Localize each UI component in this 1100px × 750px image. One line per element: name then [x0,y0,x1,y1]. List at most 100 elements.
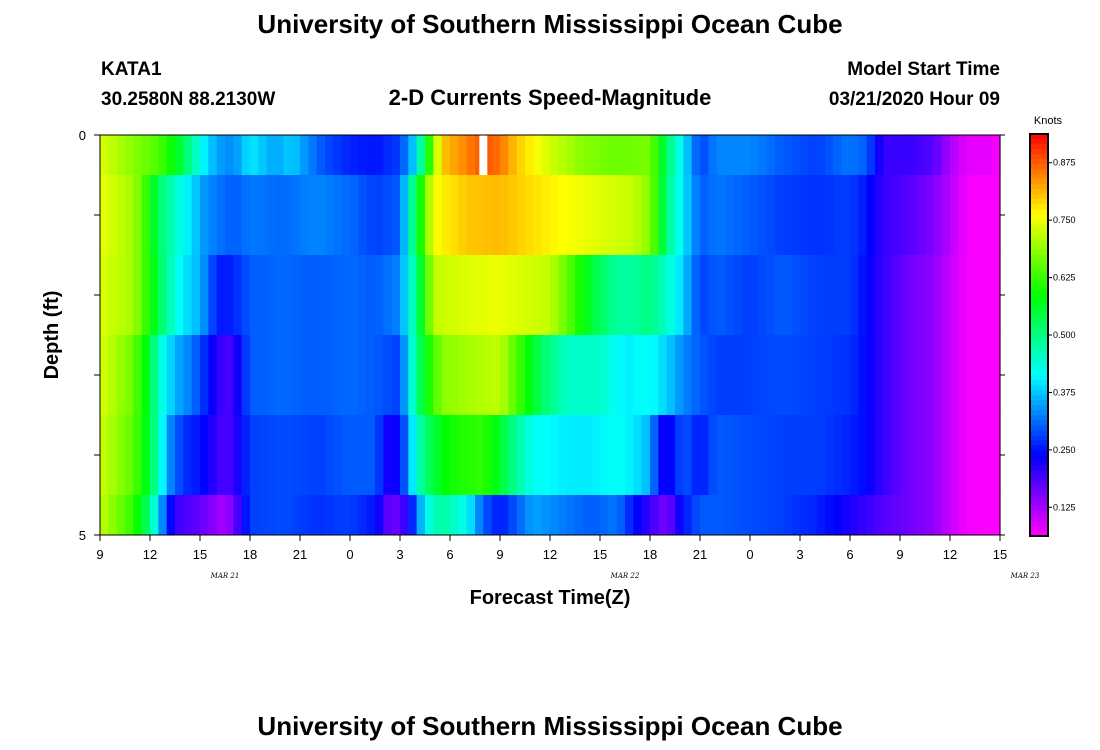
heatmap-cell [441,255,451,336]
heatmap-cell [641,335,651,416]
heatmap-cell [825,175,834,256]
heatmap-cell [383,335,393,416]
heatmap-cell [983,495,993,536]
heatmap-cell [533,495,543,536]
heatmap-cell [616,135,626,176]
heatmap-cell [725,135,734,176]
heatmap-cell [183,135,193,176]
heatmap-cell [841,135,851,176]
heatmap-cell [200,495,209,536]
heatmap-cell [966,335,976,416]
heatmap-cell [283,255,293,336]
heatmap-cell [933,415,943,496]
heatmap-cell [816,255,826,336]
heatmap-cell [850,335,859,416]
heatmap-cell [358,175,368,256]
heatmap-cell [450,135,459,176]
colorbar-segment [1030,475,1048,482]
heatmap-cell [716,495,726,536]
heatmap-cell [433,335,443,416]
heatmap-cell [291,175,301,256]
heatmap-cell [516,255,526,336]
heatmap-cell [183,415,193,496]
colorbar-segment [1030,470,1048,477]
heatmap-cell [675,135,684,176]
heatmap-cell [991,495,1001,536]
heatmap-cell [900,495,909,536]
heatmap-cell [608,135,618,176]
heatmap-cell [316,495,326,536]
heatmap-cell [708,175,718,256]
heatmap-cell [483,335,493,416]
heatmap-cell [583,255,593,336]
heatmap-cell [500,255,509,336]
heatmap-cell [500,495,509,536]
heatmap-cell [683,415,693,496]
heatmap-cell [941,495,951,536]
heatmap-cell [908,175,918,256]
colorbar-segment [1030,525,1048,532]
heatmap-cell [625,135,634,176]
heatmap-cell [900,415,909,496]
heatmap-cell [475,495,484,536]
heatmap-cell [491,175,501,256]
heatmap-cell [991,255,1001,336]
heatmap-cell [600,415,609,496]
heatmap-cell [391,495,401,536]
colorbar-tick-label: 0.250 [1053,445,1076,455]
heatmap-cell [350,255,359,336]
heatmap-cell [316,175,326,256]
heatmap-cell [466,335,476,416]
x-tick-label: 15 [593,547,607,562]
heatmap-cell [566,135,576,176]
heatmap-cell [308,255,318,336]
heatmap-cell [958,135,968,176]
heatmap-cell [808,175,818,256]
heatmap-cell [308,135,318,176]
colorbar-segment [1030,274,1048,281]
heatmap-cell [241,135,251,176]
heatmap-cell [266,335,276,416]
heatmap-cell [366,495,376,536]
heatmap-cell [783,415,793,496]
heatmap-cell [600,175,609,256]
heatmap-cell [633,175,643,256]
station-coords: 30.2580N 88.2130W [101,89,275,110]
heatmap-cell [133,335,143,416]
model-start-label: Model Start Time [847,59,1000,80]
heatmap-cell [225,135,234,176]
heatmap-cell [775,495,784,536]
heatmap-cell [383,175,393,256]
heatmap-cell [191,175,201,256]
heatmap-cell [641,415,651,496]
heatmap-cell [575,175,584,256]
heatmap-cell [341,135,351,176]
x-tick-label: 9 [896,547,903,562]
heatmap-cell [225,495,234,536]
heatmap-cell [650,255,659,336]
heatmap-cell [916,415,926,496]
heatmap-cell [208,255,218,336]
heatmap-cell [658,135,668,176]
colorbar-segment [1030,174,1048,180]
heatmap-cell [200,175,209,256]
heatmap-cell [841,495,851,536]
colorbar-segment [1030,219,1048,225]
heatmap-cell [216,255,226,336]
heatmap-cell [533,135,543,176]
heatmap-cell [525,415,534,496]
colorbar-segment [1030,440,1048,447]
heatmap-cell [358,135,368,176]
colorbar-unit: Knots [1034,115,1063,127]
heatmap-cell [583,495,593,536]
heatmap-cell [116,335,126,416]
heatmap-cell [141,135,151,176]
heatmap-cell [175,335,184,416]
heatmap-cell [916,135,926,176]
heatmap-cell [741,335,751,416]
heatmap-cell [791,175,801,256]
heatmap-cell [516,495,526,536]
colorbar-segment [1030,490,1048,497]
heatmap-cell [283,335,293,416]
heatmap-cell [408,135,418,176]
